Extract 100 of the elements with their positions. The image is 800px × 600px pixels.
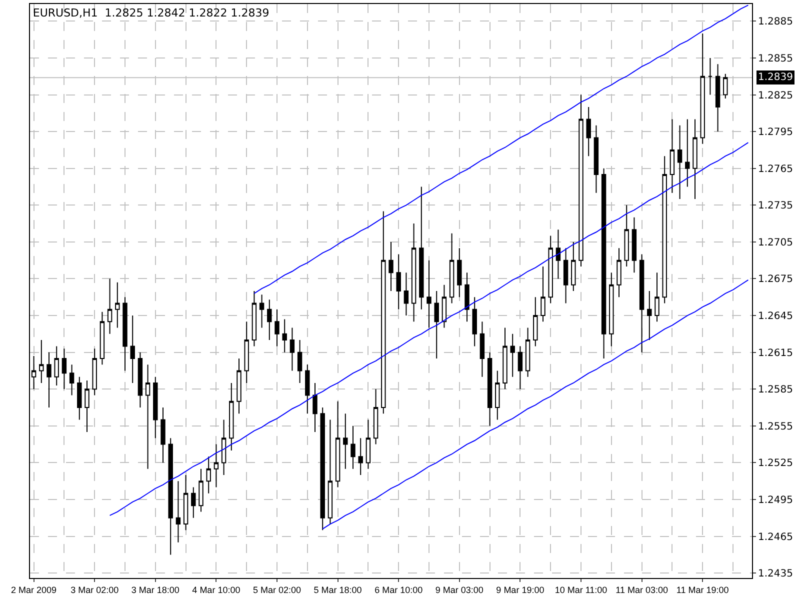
x-tick-label: 10 Mar 11:00 xyxy=(554,584,608,595)
candlestick xyxy=(700,32,705,144)
candlestick xyxy=(502,327,508,390)
candlestick xyxy=(290,327,295,372)
candlestick xyxy=(449,232,454,304)
candlestick xyxy=(556,229,561,280)
candlestick xyxy=(92,348,97,396)
candlestick xyxy=(328,419,333,525)
candlestick xyxy=(54,346,59,386)
candlestick xyxy=(571,241,576,292)
chart-title: EURUSD,H1 1.2825 1.2842 1.2822 1.2839 xyxy=(32,6,270,20)
candlestick xyxy=(601,168,606,359)
candlestick xyxy=(176,480,181,543)
candlestick xyxy=(723,73,728,99)
candlestick xyxy=(191,486,196,518)
candlestick xyxy=(183,474,188,531)
x-tick-label: 11 Mar 03:00 xyxy=(616,584,668,595)
candlestick xyxy=(715,64,720,132)
candlestick xyxy=(495,370,500,420)
candlestick xyxy=(426,260,432,328)
candlestick xyxy=(624,204,629,267)
candlestick xyxy=(122,296,128,372)
candlestick xyxy=(373,388,378,445)
candlestick xyxy=(62,348,67,390)
candlestick xyxy=(320,407,325,531)
y-tick-label: 1.2525 xyxy=(758,458,793,470)
candlestick xyxy=(525,327,530,378)
candlestick xyxy=(335,400,340,488)
candlestick xyxy=(632,216,637,274)
candlestick xyxy=(221,419,226,476)
candlestick xyxy=(708,57,713,96)
candlestick xyxy=(130,315,135,384)
candlestick xyxy=(39,340,44,384)
candlestick xyxy=(662,156,667,304)
candlestick xyxy=(677,124,682,200)
y-tick-label: 1.2855 xyxy=(758,53,793,64)
candlestick xyxy=(305,364,310,414)
candlestick xyxy=(84,380,90,433)
candlestick xyxy=(616,248,622,298)
candlestick xyxy=(411,223,416,322)
candlestick xyxy=(647,290,652,341)
candlestick xyxy=(282,318,287,353)
y-tick-label: 1.2615 xyxy=(758,348,793,359)
candlestick xyxy=(145,364,150,470)
y-tick-label: 1.2675 xyxy=(758,274,793,286)
y-tick-label: 1.2465 xyxy=(758,532,793,543)
candlestick xyxy=(366,419,371,470)
candlestick xyxy=(115,282,120,328)
candlestick xyxy=(472,296,477,347)
candlestick xyxy=(434,290,439,359)
candlestick xyxy=(381,210,386,414)
candlestick xyxy=(160,407,166,464)
candlestick xyxy=(267,299,272,341)
candlestick xyxy=(464,272,470,322)
x-tick-label: 9 Mar 03:00 xyxy=(435,584,484,595)
candlestick xyxy=(259,294,264,328)
candlestick xyxy=(586,106,591,157)
y-tick-label: 1.2585 xyxy=(758,384,793,396)
x-tick-label: 3 Mar 18:00 xyxy=(131,584,180,595)
candlestick xyxy=(563,248,568,304)
candlestick xyxy=(518,346,523,390)
candlestick xyxy=(244,321,249,384)
y-tick-label: 1.2825 xyxy=(758,90,793,102)
candlestick xyxy=(153,376,158,439)
candlestick xyxy=(100,311,105,366)
y-tick-label: 1.2765 xyxy=(758,164,793,175)
candlestick xyxy=(236,358,242,414)
candlestick xyxy=(388,241,394,292)
candlestick xyxy=(685,118,690,188)
candlestick xyxy=(252,290,257,347)
y-tick-label: 1.2735 xyxy=(758,200,793,212)
candlestick xyxy=(77,376,82,420)
candlestick xyxy=(487,352,492,426)
candlestick xyxy=(350,425,356,470)
candlestick xyxy=(312,382,318,433)
y-tick-label: 1.2645 xyxy=(758,311,793,322)
y-tick-label: 1.2435 xyxy=(758,568,793,580)
candlestick xyxy=(609,272,614,347)
candlestick xyxy=(548,235,553,304)
candlestick xyxy=(396,254,401,310)
candlestick xyxy=(578,94,584,267)
candlestick xyxy=(654,272,660,322)
candlestick xyxy=(198,468,204,512)
candlestick xyxy=(138,352,143,408)
x-tick-label: 5 Mar 02:00 xyxy=(252,584,302,595)
candlestick xyxy=(692,118,698,200)
y-tick-label: 1.2885 xyxy=(758,16,793,28)
ref-line-label: 1.2839 xyxy=(758,72,793,83)
candlestick xyxy=(168,438,173,556)
candlestick xyxy=(442,284,447,328)
candlestick xyxy=(670,118,675,194)
candlestick xyxy=(639,254,644,353)
y-tick-label: 1.2555 xyxy=(758,421,793,432)
candlestick xyxy=(457,248,462,298)
candlestick xyxy=(533,296,538,347)
candlestick xyxy=(404,272,409,316)
candlestick xyxy=(419,186,424,310)
candlestick xyxy=(480,321,485,378)
x-tick-label: 9 Mar 19:00 xyxy=(496,584,544,595)
x-tick-label: 5 Mar 18:00 xyxy=(314,584,362,595)
